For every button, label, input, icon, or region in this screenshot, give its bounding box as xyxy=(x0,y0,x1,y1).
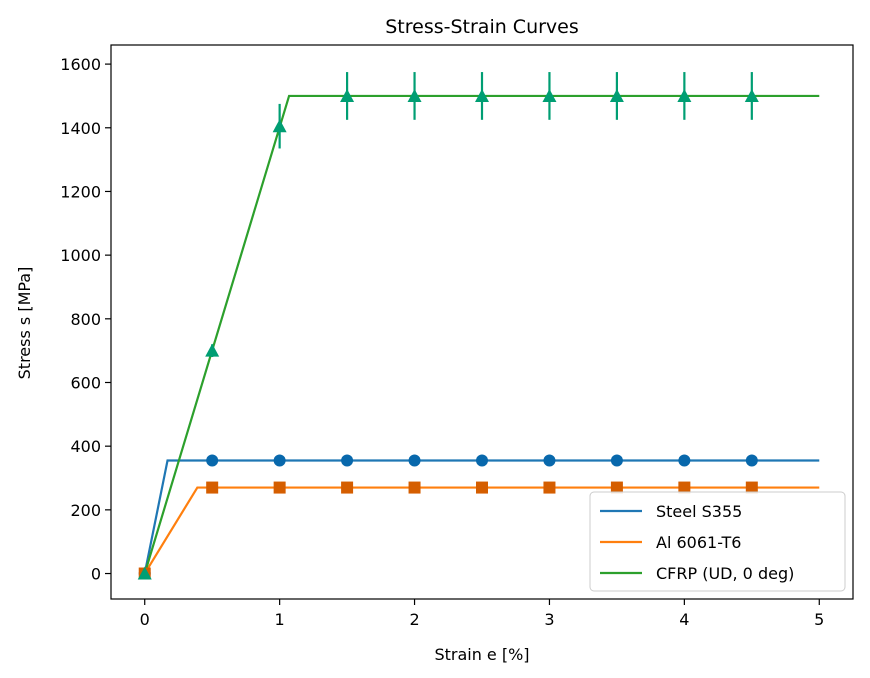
marker-triangle-2-5 xyxy=(475,88,489,102)
marker-square-1-8 xyxy=(678,481,691,494)
series-line-2 xyxy=(143,94,820,574)
marker-circle-0-3 xyxy=(341,454,354,467)
marker-triangle-2-3 xyxy=(340,88,355,102)
marker-square-1-4 xyxy=(408,481,421,494)
marker-circle-0-9 xyxy=(745,454,758,467)
marker-circle-0-4 xyxy=(408,454,421,467)
marker-triangle-2-9 xyxy=(744,88,759,102)
chart-title: Stress-Strain Curves xyxy=(385,16,579,38)
marker-circle-0-2 xyxy=(273,454,286,467)
x-tick-label-5: 5 xyxy=(814,610,824,629)
marker-square-1-5 xyxy=(476,481,488,494)
plot-frame xyxy=(110,44,854,600)
x-tick-label-2: 2 xyxy=(409,610,419,629)
y-tick-label-7: 1400 xyxy=(60,119,101,138)
x-tick-label-3: 3 xyxy=(544,610,554,629)
marker-square-1-2 xyxy=(273,481,286,494)
x-tick-label-0: 0 xyxy=(140,610,150,629)
legend-label-1: Al 6061-T6 xyxy=(656,533,741,552)
marker-triangle-2-2 xyxy=(272,119,287,133)
marker-square-1-1 xyxy=(206,481,219,494)
marker-square-1-6 xyxy=(543,481,556,494)
y-tick-label-3: 600 xyxy=(70,373,101,392)
x-axis-label: Strain e [%] xyxy=(434,645,529,664)
legend-box xyxy=(589,491,846,592)
marker-circle-0-8 xyxy=(678,454,691,467)
legend: Steel S355 Al 6061-T6 CFRP (UD, 0 deg) xyxy=(589,491,846,592)
y-axis-label: Stress s [MPa] xyxy=(15,267,34,380)
marker-triangle-2-4 xyxy=(407,88,422,102)
marker-circle-0-1 xyxy=(206,454,219,467)
marker-triangle-2-1 xyxy=(205,343,220,357)
legend-label-0: Steel S355 xyxy=(656,502,742,521)
marker-triangle-2-7 xyxy=(609,88,624,102)
marker-circle-0-7 xyxy=(610,454,623,467)
y-tick-label-5: 1000 xyxy=(60,246,101,265)
axes: 0 1 2 3 4 5 0 200 400 600 800 1000 1200 1400 1600 xyxy=(60,44,854,629)
y-tick-label-4: 800 xyxy=(70,310,101,329)
marker-square-1-9 xyxy=(745,481,758,494)
marker-circle-0-6 xyxy=(543,454,556,467)
y-tick-label-6: 1200 xyxy=(60,182,101,201)
marker-triangle-2-8 xyxy=(677,88,692,102)
y-tick-label-2: 400 xyxy=(70,437,101,456)
marker-circle-0-5 xyxy=(476,454,488,467)
y-tick-label-8: 1600 xyxy=(60,55,101,74)
marker-triangle-2-6 xyxy=(542,88,557,102)
marker-square-1-7 xyxy=(610,481,623,494)
series-line-0 xyxy=(143,459,820,574)
x-tick-label-4: 4 xyxy=(679,610,689,629)
y-tick-label-1: 200 xyxy=(70,501,101,520)
marker-square-1-3 xyxy=(341,481,354,494)
plot-content xyxy=(137,72,820,580)
x-tick-label-1: 1 xyxy=(275,610,285,629)
plot-area xyxy=(137,72,820,580)
y-tick-label-0: 0 xyxy=(91,565,101,584)
marker-triangle-2-0 xyxy=(137,566,152,580)
legend-label-2: CFRP (UD, 0 deg) xyxy=(656,564,794,583)
